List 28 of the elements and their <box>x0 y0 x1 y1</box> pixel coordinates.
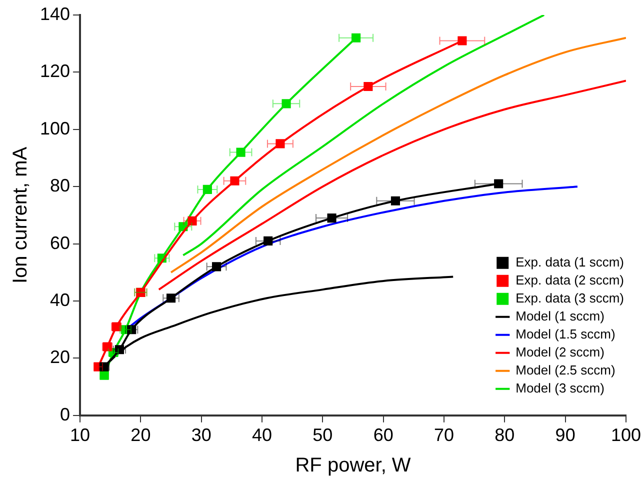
legend-label: Model (2.5 sccm) <box>516 362 616 378</box>
legend-label: Model (1.5 sccm) <box>516 326 616 342</box>
y-tick-label: 0 <box>60 404 70 424</box>
legend-label: Exp. data (1 sccm) <box>516 254 624 270</box>
x-tick-label: 20 <box>130 425 151 446</box>
y-tick-label: 140 <box>40 4 70 24</box>
x-tick-label: 30 <box>191 425 212 446</box>
y-tick-label: 120 <box>40 61 70 82</box>
y-tick-label: 40 <box>50 290 70 310</box>
x-tick-label: 50 <box>312 425 333 446</box>
x-tick-label: 70 <box>434 425 454 446</box>
x-tick-label: 90 <box>555 425 576 446</box>
x-tick-label: 80 <box>494 425 515 446</box>
legend-label: Model (3 sccm) <box>516 380 604 396</box>
x-tick-label: 60 <box>373 425 394 446</box>
legend-label: Exp. data (3 sccm) <box>516 290 624 306</box>
y-tick-label: 20 <box>50 347 70 368</box>
legend-label: Model (2 sccm) <box>516 344 604 360</box>
y-tick-label: 100 <box>40 118 70 138</box>
x-axis-title: RF power, W <box>295 454 411 477</box>
x-tick-label: 40 <box>252 425 272 446</box>
y-tick-label: 60 <box>50 232 70 253</box>
y-axis-title: Ion current, mA <box>10 146 32 284</box>
legend-label: Exp. data (2 sccm) <box>516 272 624 288</box>
legend-label: Model (1 sccm) <box>516 308 604 324</box>
y-tick-label: 80 <box>50 176 70 196</box>
x-tick-label: 100 <box>610 425 642 446</box>
x-tick-label: 10 <box>70 425 90 446</box>
